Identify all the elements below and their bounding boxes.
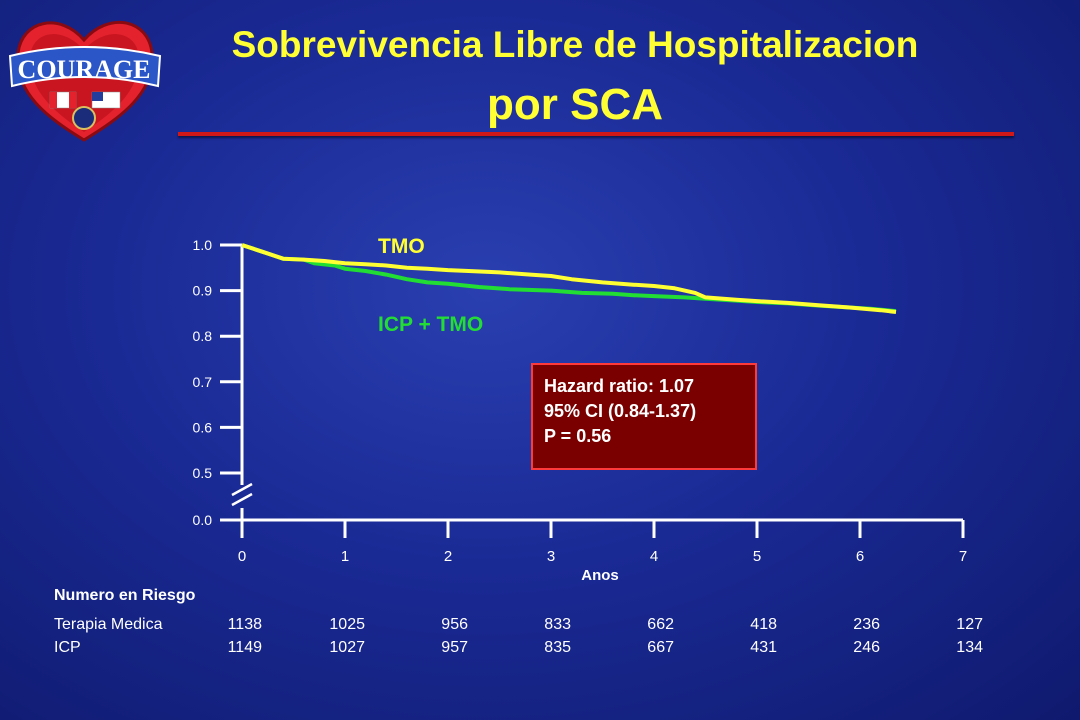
risk-value: 431 (750, 639, 777, 656)
x-tick-label: 1 (341, 548, 349, 565)
x-tick-label: 7 (959, 548, 967, 565)
x-tick-label: 6 (856, 548, 864, 565)
risk-value: 134 (956, 639, 983, 656)
risk-value: 1138 (227, 616, 262, 633)
risk-value: 1025 (329, 616, 365, 633)
logo-text: COURAGE (18, 55, 151, 84)
risk-value: 418 (750, 616, 777, 633)
y-tick-label: 0.6 (193, 419, 213, 435)
risk-value: 1149 (227, 639, 262, 656)
x-tick-label: 5 (753, 548, 761, 565)
risk-row-label-medica: Terapia Medica (54, 616, 163, 633)
hazard-ratio-box: Hazard ratio: 1.07 95% CI (0.84-1.37) P … (531, 363, 757, 470)
slide-subtitle: por SCA (487, 80, 663, 129)
risk-value: 127 (956, 616, 983, 633)
y-tick-label: 0.9 (193, 283, 213, 299)
risk-value: 956 (441, 616, 468, 633)
confidence-interval-text: 95% CI (0.84-1.37) (544, 401, 697, 421)
x-tick-label: 3 (547, 548, 555, 565)
courage-logo: COURAGE (8, 20, 162, 142)
risk-row-label-icp: ICP (54, 639, 81, 656)
slide-title: Sobrevivencia Libre de Hospitalizacion (231, 24, 919, 65)
hazard-ratio-text: Hazard ratio: 1.07 (544, 376, 695, 396)
x-tick-label: 2 (444, 548, 452, 565)
x-axis-label: Anos (581, 567, 619, 584)
axis-break-mark (231, 492, 253, 507)
risk-value: 957 (441, 639, 468, 656)
series-line-tmo (241, 243, 897, 314)
risk-value: 662 (647, 616, 674, 633)
axis-break-mark (231, 482, 253, 497)
risk-value: 246 (853, 639, 880, 656)
title-divider (178, 132, 1014, 136)
y-tick-label: 0.0 (193, 512, 213, 528)
risk-value: 236 (853, 616, 880, 633)
risk-value: 833 (544, 616, 571, 633)
risk-table-title: Numero en Riesgo (54, 587, 196, 604)
risk-value: 835 (544, 639, 571, 656)
series-label-icp-tmo: ICP + TMO (378, 313, 483, 336)
risk-value: 1027 (329, 639, 365, 656)
series-label-tmo: TMO (378, 235, 425, 258)
risk-value: 667 (647, 639, 674, 656)
y-tick-label: 0.8 (193, 328, 213, 344)
p-value-text: P = 0.56 (544, 426, 612, 446)
y-tick-label: 1.0 (193, 237, 213, 253)
x-tick-label: 0 (238, 548, 246, 565)
x-tick-label: 4 (650, 548, 658, 565)
y-tick-label: 0.5 (193, 465, 213, 481)
y-tick-label: 0.7 (193, 374, 213, 390)
